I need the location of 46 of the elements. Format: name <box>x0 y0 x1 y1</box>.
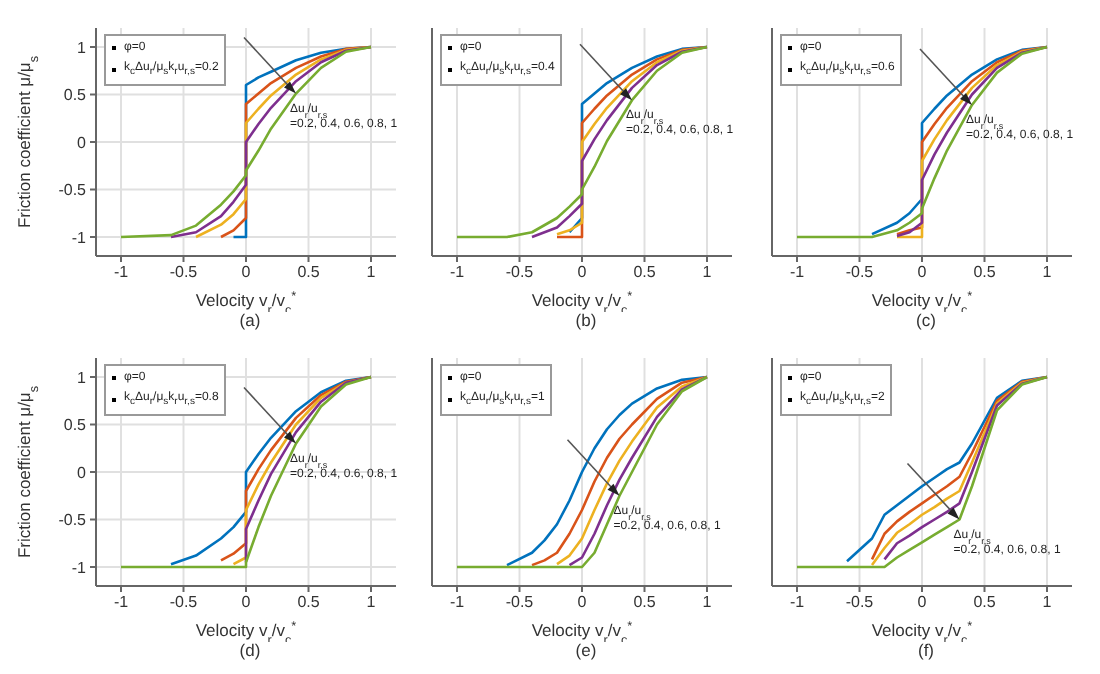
x-tick-label: -0.5 <box>845 593 875 612</box>
x-tick-label: -0.5 <box>505 263 535 282</box>
x-tick-label: 0.5 <box>297 263 321 282</box>
text: (c) <box>914 310 938 330</box>
y-tick-label: 1 <box>77 368 88 387</box>
x-tick-label: 1 <box>366 593 377 612</box>
x-tick-label: 0.5 <box>297 593 321 612</box>
x-tick-label: 0.5 <box>973 593 997 612</box>
text: (a) <box>237 310 263 330</box>
y-tick-label: -0.5 <box>58 181 88 200</box>
x-tick-label: -1 <box>789 593 806 612</box>
x-tick-label: 1 <box>702 593 713 612</box>
x-tick-label: 0 <box>917 593 928 612</box>
x-tick-label: 0 <box>577 263 588 282</box>
x-tick-label: -1 <box>113 263 130 282</box>
x-tick-label: 1 <box>366 263 377 282</box>
x-tick-label: -1 <box>449 593 466 612</box>
x-tick-label: 1 <box>702 263 713 282</box>
text: (f) <box>915 640 937 660</box>
x-tick-label: 0 <box>241 593 252 612</box>
y-tick-label: -0.5 <box>58 511 88 530</box>
x-tick-label: 0 <box>241 263 252 282</box>
x-tick-label: -1 <box>113 593 130 612</box>
y-tick-label: -1 <box>71 228 88 247</box>
x-tick-label: 0.5 <box>633 263 657 282</box>
x-tick-label: -0.5 <box>169 593 199 612</box>
y-tick-label: -1 <box>71 558 88 577</box>
x-tick-label: -1 <box>449 263 466 282</box>
y-tick-label: 0 <box>77 133 88 152</box>
x-tick-label: -0.5 <box>169 263 199 282</box>
x-tick-label: 1 <box>1042 593 1053 612</box>
x-tick-label: 0.5 <box>633 593 657 612</box>
x-tick-label: 1 <box>1042 263 1053 282</box>
text: (d) <box>237 640 263 660</box>
x-tick-label: -1 <box>789 263 806 282</box>
y-tick-label: 0.5 <box>63 86 88 105</box>
text: (b) <box>573 310 599 330</box>
x-tick-label: 0 <box>577 593 588 612</box>
x-tick-label: 0 <box>917 263 928 282</box>
text: (e) <box>573 640 599 660</box>
x-tick-label: -0.5 <box>845 263 875 282</box>
x-tick-label: -0.5 <box>505 593 535 612</box>
y-tick-label: 1 <box>77 38 88 57</box>
y-tick-label: 0 <box>77 463 88 482</box>
x-tick-label: 0.5 <box>973 263 997 282</box>
y-tick-label: 0.5 <box>63 416 88 435</box>
